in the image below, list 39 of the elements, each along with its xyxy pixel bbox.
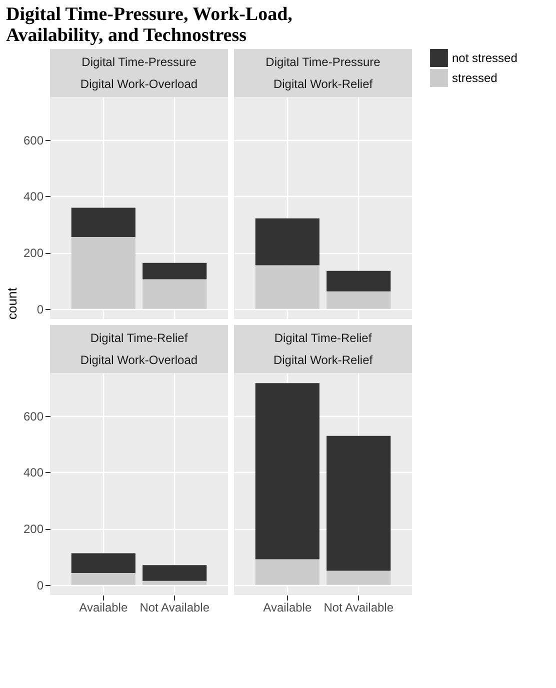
y-tick-label: 400 (23, 466, 44, 480)
y-tick-label: 600 (23, 133, 44, 148)
chart-title: Digital Time-Pressure (266, 55, 381, 69)
y-tick-label: 600 (23, 409, 44, 424)
y-tick-label: 200 (23, 246, 44, 260)
x-tick-label: Not Available (324, 600, 394, 614)
chart-title: Digital Time-Pressure (82, 55, 197, 69)
bar (71, 573, 136, 585)
bar (142, 262, 207, 280)
y-tick-label: 0 (36, 302, 44, 316)
bar (326, 436, 391, 571)
bar (255, 265, 320, 309)
chart-title: Digital Time-Relief (274, 331, 372, 345)
text: Digital Time-Pressure, Work-Load, Availability, and Technostress (6, 4, 293, 46)
y-axis-title: count (4, 287, 20, 320)
bar (326, 570, 391, 585)
x-tick-label: Available (263, 600, 312, 614)
chart-subtitle: Digital Work-Relief (273, 353, 374, 367)
bar (326, 270, 391, 292)
x-tick-label: Not Available (140, 600, 210, 614)
bar (326, 291, 391, 309)
chart-subtitle: Digital Work-Overload (80, 353, 198, 367)
bar (255, 559, 320, 585)
legend-label: not stressed (452, 51, 518, 65)
x-tick-label: Available (79, 600, 128, 614)
chart-subtitle: Digital Work-Overload (80, 77, 198, 91)
bar (71, 553, 136, 574)
bar (142, 580, 207, 585)
bar (255, 218, 320, 266)
bar (71, 237, 136, 309)
legend-label: stressed (452, 71, 498, 85)
chart-subtitle: Digital Work-Relief (273, 77, 374, 91)
y-tick-label: 200 (23, 522, 44, 536)
y-tick-label: 400 (23, 190, 44, 204)
bar (142, 279, 207, 309)
chart-title: Digital Time-Relief (90, 331, 188, 345)
bar (142, 565, 207, 581)
y-tick-label: 0 (36, 578, 44, 592)
bar (71, 208, 136, 238)
